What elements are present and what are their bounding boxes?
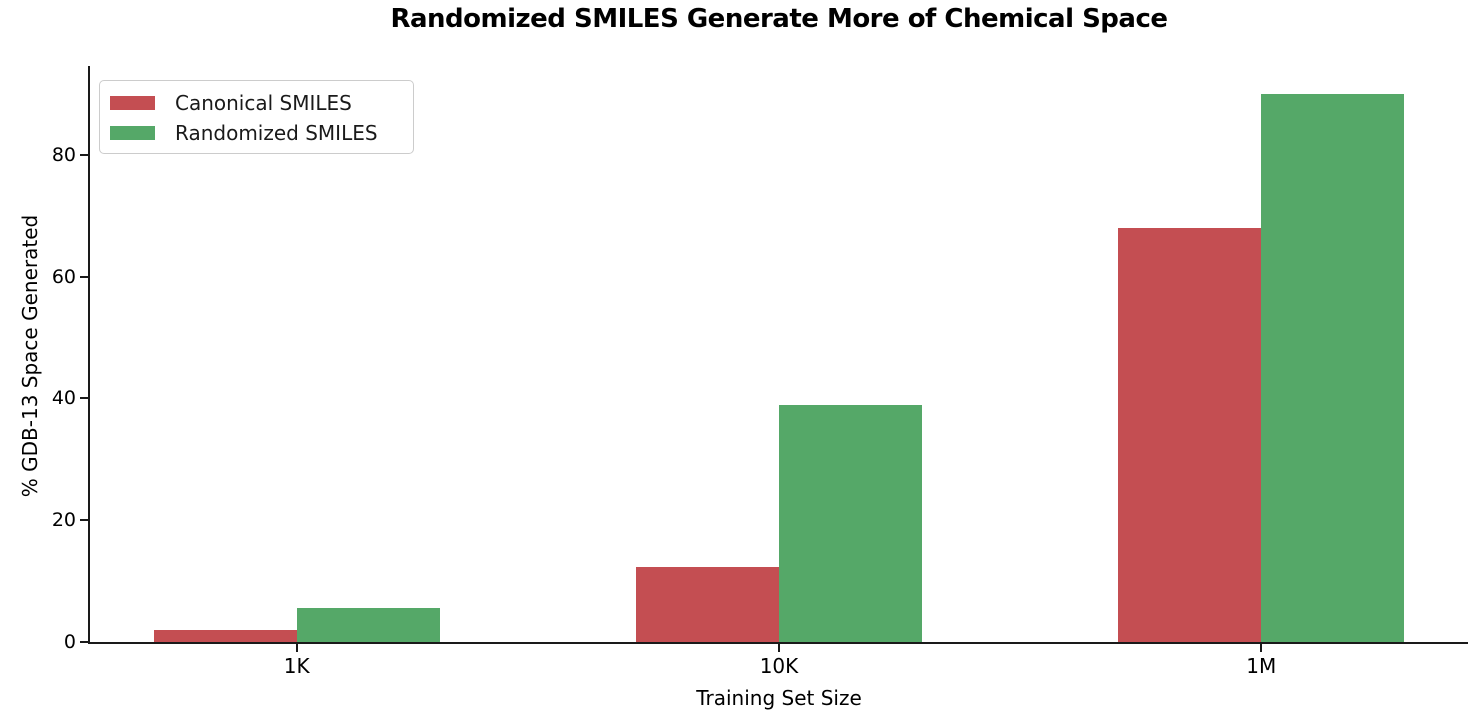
x-tick-mark (778, 644, 780, 652)
y-tick-mark (80, 519, 88, 522)
x-tick-mark (295, 644, 298, 652)
y-axis-label: % GDB-13 Space Generated (18, 214, 42, 498)
y-tick-mark (80, 641, 88, 643)
y-tick-label: 80 (51, 143, 76, 166)
legend-item-randomized: Randomized SMILES (110, 118, 401, 148)
bar-randomized-1M (1261, 94, 1405, 642)
legend: Canonical SMILES Randomized SMILES (99, 80, 414, 154)
x-axis-label: Training Set Size (696, 686, 862, 710)
y-tick-mark (80, 153, 88, 156)
bar-randomized-10K (779, 404, 922, 642)
y-tick-mark (80, 397, 88, 400)
legend-label-canonical: Canonical SMILES (175, 91, 352, 115)
legend-swatch-canonical (110, 96, 155, 110)
y-tick-mark (80, 275, 88, 278)
y-tick-label: 0 (63, 631, 76, 653)
x-tick-label-10K: 10K (759, 654, 799, 678)
bar-canonical-10K (636, 567, 779, 642)
chart-title: Randomized SMILES Generate More of Chemi… (390, 4, 1168, 34)
legend-swatch-randomized (110, 126, 155, 140)
bar-canonical-1K (153, 629, 297, 642)
legend-label-randomized: Randomized SMILES (175, 121, 378, 145)
y-tick-label: 60 (51, 265, 76, 288)
y-tick-label: 20 (51, 509, 76, 532)
x-tick-label-1M: 1M (1246, 654, 1277, 678)
y-tick-label: 40 (51, 387, 76, 410)
bar-randomized-1K (296, 607, 440, 642)
x-axis-spine (88, 642, 1468, 644)
bar-canonical-1M (1118, 227, 1262, 642)
x-tick-mark (1260, 644, 1263, 652)
legend-item-canonical: Canonical SMILES (110, 88, 401, 118)
x-tick-label-1K: 1K (283, 654, 310, 678)
y-axis-spine (88, 66, 90, 644)
